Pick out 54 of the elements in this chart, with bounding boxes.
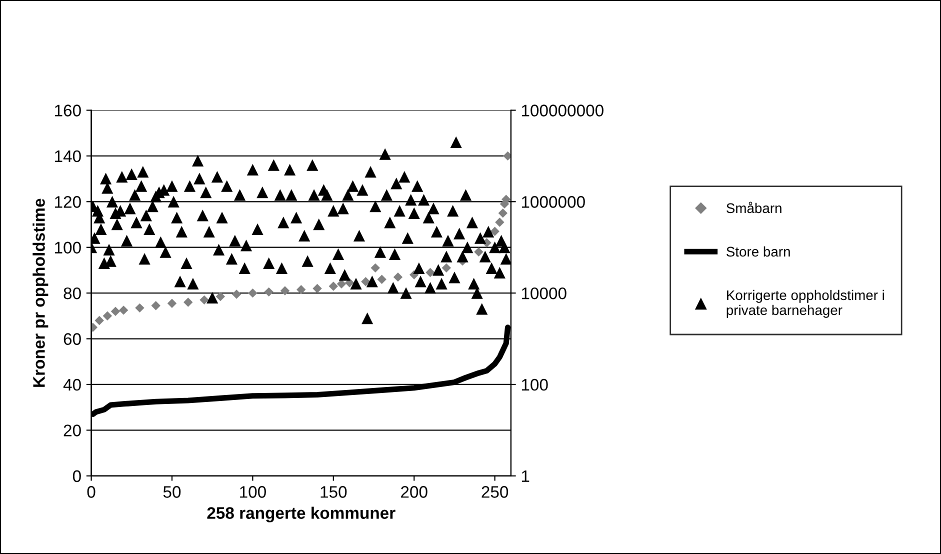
y2-tick-label: 1000000 bbox=[522, 196, 585, 208]
point bbox=[135, 303, 144, 313]
y2-tick-label: 100000000 bbox=[522, 104, 604, 116]
point bbox=[426, 268, 435, 278]
y-tick-label: 100 bbox=[55, 242, 81, 254]
y2-tick-label: 1 bbox=[522, 470, 530, 482]
point bbox=[490, 226, 500, 236]
point bbox=[328, 282, 338, 291]
y-tick-label: 140 bbox=[55, 150, 81, 162]
y-tick-label: 0 bbox=[72, 470, 81, 482]
point bbox=[110, 306, 120, 316]
x-tick-label: 100 bbox=[240, 486, 266, 498]
x-tick-label: 250 bbox=[482, 486, 508, 498]
point bbox=[264, 287, 274, 297]
y-tick-label: 80 bbox=[64, 287, 81, 300]
point bbox=[370, 263, 380, 273]
point bbox=[280, 286, 290, 296]
legend-label: Småbarn bbox=[726, 202, 782, 214]
y-axis-title: Kroner pr oppholdstime bbox=[32, 198, 48, 387]
y-tick-label: 120 bbox=[55, 196, 81, 208]
x-tick-label: 50 bbox=[163, 486, 181, 498]
point bbox=[184, 298, 193, 307]
x-tick-label: 0 bbox=[87, 486, 96, 498]
legend-label: Korrigerte oppholdstimer i private barnehager bbox=[726, 290, 884, 318]
y-tick-label: 60 bbox=[64, 333, 81, 345]
point bbox=[503, 151, 511, 161]
point bbox=[442, 263, 451, 273]
point bbox=[232, 290, 242, 299]
point bbox=[248, 288, 258, 298]
point bbox=[200, 295, 209, 305]
point bbox=[312, 284, 322, 294]
point bbox=[102, 311, 112, 321]
y-tick-label: 40 bbox=[63, 378, 81, 391]
x-tick-label: 200 bbox=[401, 486, 428, 498]
y2-tick-label: 10000 bbox=[522, 287, 566, 300]
point bbox=[167, 298, 177, 308]
point bbox=[393, 272, 403, 282]
y-tick-label: 20 bbox=[64, 424, 81, 436]
x-tick-label: 150 bbox=[320, 486, 347, 498]
point bbox=[296, 285, 306, 294]
y-tick-label: 160 bbox=[55, 104, 81, 116]
point bbox=[377, 274, 386, 284]
point bbox=[361, 277, 370, 286]
point bbox=[495, 218, 504, 227]
y2-tick-label: 100 bbox=[522, 378, 548, 391]
point bbox=[498, 208, 508, 218]
point bbox=[94, 316, 104, 326]
point bbox=[151, 301, 160, 310]
legend-label: Store barn bbox=[726, 246, 790, 257]
point bbox=[118, 306, 128, 315]
point bbox=[336, 279, 346, 289]
x-axis-title: 258 rangerte kommuner bbox=[207, 506, 396, 522]
point bbox=[216, 292, 226, 302]
point bbox=[474, 247, 484, 257]
